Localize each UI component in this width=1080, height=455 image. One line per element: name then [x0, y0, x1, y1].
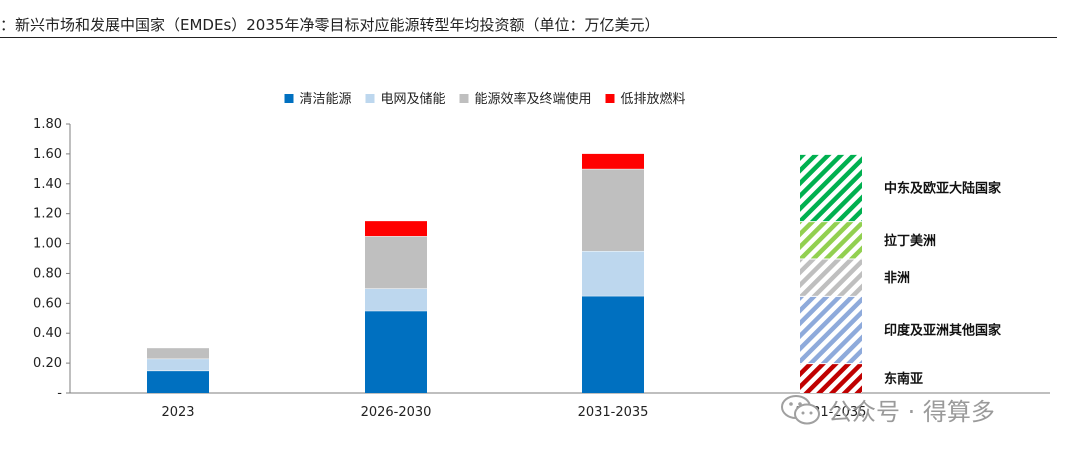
region-label: 东南亚 — [884, 371, 923, 387]
watermark-text: 公众号 · 得算多 — [828, 398, 995, 426]
y-tick-label: 1.00 — [33, 237, 62, 252]
region-segment-latam — [800, 221, 862, 259]
chart-title: ：新兴市场和发展中国家（EMDEs）2035年净零目标对应能源转型年均投资额（单… — [0, 16, 660, 34]
wechat-icon — [781, 394, 820, 424]
x-tick-label: 2026-2030 — [361, 405, 432, 420]
bars — [147, 153, 644, 393]
legend-label: 电网及储能 — [381, 92, 446, 107]
bar-segment-efficiency — [147, 348, 209, 359]
y-tick-label: 1.20 — [33, 207, 62, 222]
y-tick-label: 1.60 — [33, 147, 62, 162]
legend-label: 能源效率及终端使用 — [475, 91, 592, 107]
legend-label: 低排放燃料 — [621, 91, 686, 107]
legend-label: 清洁能源 — [300, 92, 352, 107]
bar-segment-clean — [147, 370, 209, 393]
bar-segment-efficiency — [365, 236, 427, 289]
y-tick-label: 0.40 — [33, 326, 62, 341]
legend-swatch-lowfuel — [605, 94, 615, 103]
legend: 清洁能源 电网及储能 能源效率及终端使用 低排放燃料 — [284, 91, 686, 107]
region-segment-africa — [800, 258, 862, 296]
bar-segment-efficiency — [582, 168, 644, 252]
watermark: 公众号 · 得算多 — [780, 392, 995, 427]
region-segment-india — [800, 295, 862, 364]
region-label: 拉丁美洲 — [884, 233, 936, 249]
y-tick-label: 0.80 — [33, 266, 62, 281]
legend-swatch-efficiency — [459, 94, 469, 103]
bar-segment-lowfuel — [582, 153, 644, 169]
region-label: 中东及欧亚大陆国家 — [884, 181, 1002, 197]
y-tick-label: - — [57, 386, 62, 401]
bar-segment-lowfuel — [365, 221, 427, 237]
region-bar — [800, 152, 862, 393]
region-segment-sea — [800, 363, 862, 393]
y-tick-label: 0.60 — [33, 296, 62, 311]
y-tick-label: 1.80 — [33, 117, 62, 132]
region-segment-mideast — [800, 153, 862, 222]
x-tick-label: 2031-2035 — [578, 405, 649, 420]
bar-segment-grid — [582, 251, 644, 296]
y-tick-label: 0.20 — [33, 356, 62, 371]
y-axis: - 0.20 0.40 0.60 0.80 1.00 1.20 1.40 1.60 1.80 — [33, 117, 71, 401]
title-divider — [0, 37, 1057, 38]
bar-segment-grid — [365, 288, 427, 311]
region-label: 非洲 — [884, 270, 910, 286]
legend-swatch-clean — [284, 94, 294, 103]
x-tick-label: 2023 — [161, 405, 194, 420]
region-label: 印度及亚洲其他国家 — [884, 322, 1002, 338]
bar-segment-clean — [582, 295, 644, 393]
legend-swatch-grid — [365, 94, 375, 103]
y-tick-label: 1.40 — [33, 177, 62, 192]
bar-segment-clean — [365, 310, 427, 393]
bar-segment-grid — [147, 358, 209, 371]
